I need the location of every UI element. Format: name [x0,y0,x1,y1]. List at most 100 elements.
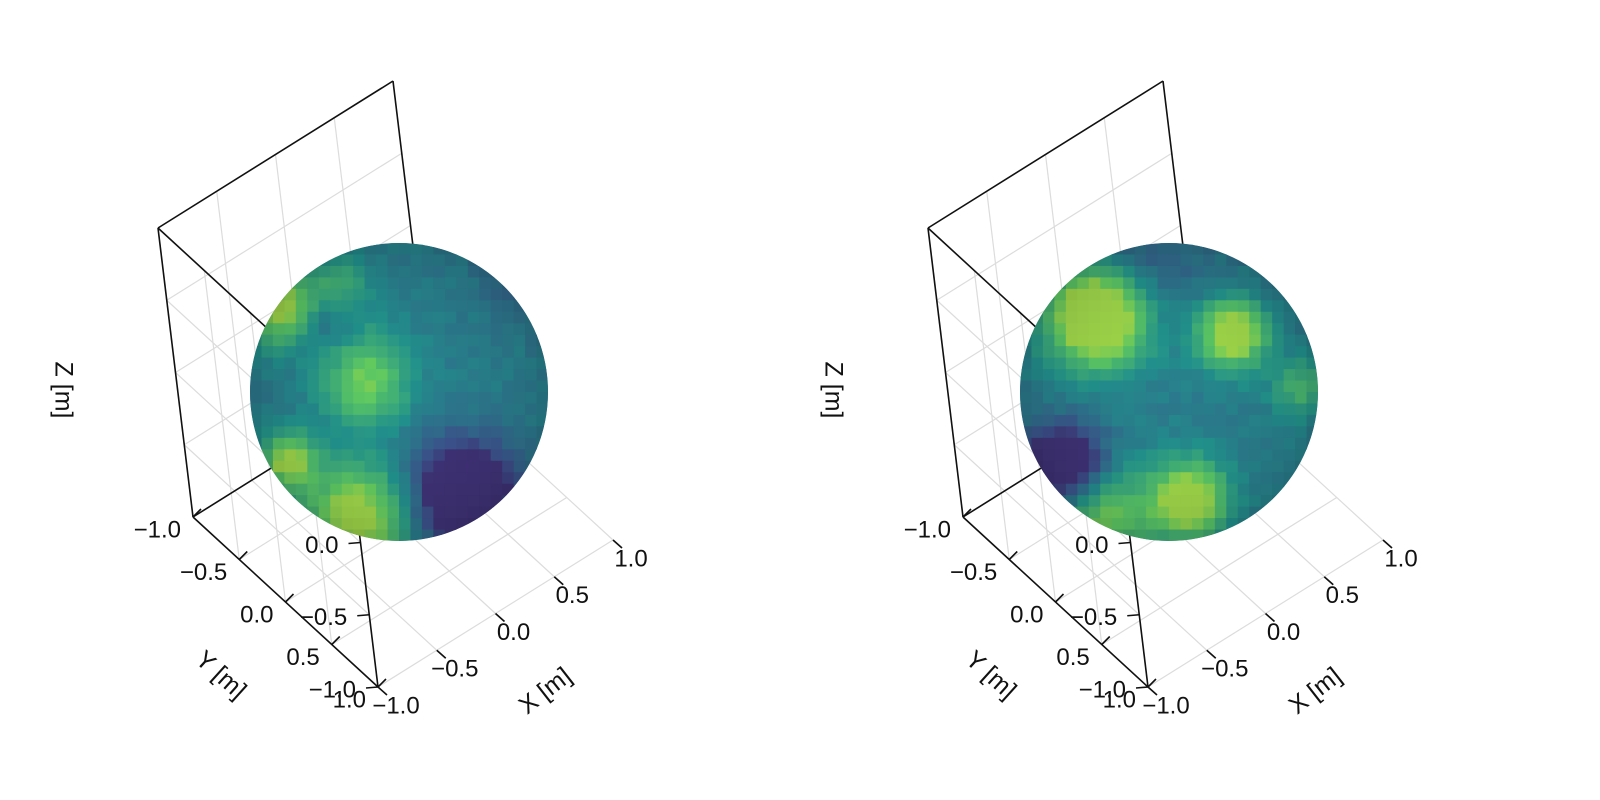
sphere-facet [1065,346,1078,359]
sphere-facet [1237,380,1250,393]
sphere-facet [1042,311,1055,324]
plot-panel-left[interactable]: −1.0−0.50.00.51.0−1.0−0.50.00.51.0−1.0−0… [49,80,648,720]
sphere-facet [399,426,412,439]
sphere-facet [1272,437,1285,450]
sphere-facet [399,518,412,531]
sphere-facet [456,506,469,519]
sphere-facet [1146,265,1159,278]
y-tick [284,593,295,603]
sphere-facet [1191,472,1204,485]
sphere-facet [387,518,400,531]
sphere-facet [318,518,331,531]
sphere-facet [1295,300,1308,313]
sphere-facet [1295,311,1308,324]
sphere-facet [1283,334,1296,347]
sphere-facet [307,426,320,439]
sphere-facet [421,483,434,496]
sphere-facet [1180,323,1193,336]
sphere-facet [467,472,480,485]
sphere-facet [1260,460,1273,473]
sphere-facet [1054,357,1067,370]
sphere-facet [284,449,297,462]
sphere-facet [1180,506,1193,519]
sphere-facet [1226,495,1239,508]
sphere-facet [330,472,343,485]
sphere-facet [1237,449,1250,462]
sphere-facet [330,380,343,393]
sphere-facet [1237,437,1250,450]
sphere-facet [1146,449,1159,462]
sphere-facet [1272,392,1285,405]
sphere-facet [1123,483,1136,496]
sphere-facet [1203,472,1216,485]
sphere-facet [502,495,515,508]
sphere-facet [353,472,366,485]
sphere-facet [410,243,423,256]
sphere-facet [376,529,389,541]
sphere-facet [1157,529,1170,541]
sphere-facet [1214,380,1227,393]
sphere-facet [364,472,377,485]
sphere-facet [525,449,538,462]
sphere-facet [479,437,492,450]
sphere-facet [1249,300,1262,313]
sphere-facet [1191,460,1204,473]
sphere-facet [250,346,263,359]
sphere-facet [1295,323,1308,336]
sphere-facet [1157,334,1170,347]
sphere-facet [1214,472,1227,485]
sphere-surface[interactable] [250,243,549,542]
sphere-facet [364,334,377,347]
sphere-facet [376,265,389,278]
sphere-facet [410,506,423,519]
sphere-facet [479,323,492,336]
sphere-facet [272,369,285,382]
sphere-facet [261,380,274,393]
sphere-facet [490,346,503,359]
sphere-facet [490,323,503,336]
sphere-facet [1180,437,1193,450]
sphere-facet [1249,392,1262,405]
sphere-facet [1214,277,1227,290]
sphere-facet [1123,472,1136,485]
sphere-facet [467,334,480,347]
sphere-facet [1203,277,1216,290]
sphere-facet [1088,311,1101,324]
sphere-facet [1077,437,1090,450]
sphere-facet [1065,495,1078,508]
sphere-facet [1123,369,1136,382]
sphere-facet [479,311,492,324]
sphere-facet [341,414,354,427]
sphere-facet [490,265,503,278]
sphere-facet [1169,403,1182,416]
sphere-facet [490,357,503,370]
sphere-facet [1111,414,1124,427]
sphere-facet [1088,426,1101,439]
sphere-facet [1272,346,1285,359]
sphere-facet [456,254,469,267]
sphere-facet [410,311,423,324]
sphere-facet [387,346,400,359]
sphere-facet [318,495,331,508]
plot-panel-right[interactable]: −1.0−0.50.00.51.0−1.0−0.50.00.51.0−1.0−0… [819,80,1418,720]
sphere-facet [1237,483,1250,496]
sphere-facet [1249,357,1262,370]
sphere-facet [421,265,434,278]
sphere-facet [307,392,320,405]
sphere-facet [376,483,389,496]
sphere-facet [1203,300,1216,313]
sphere-facet [250,403,263,416]
sphere-facet [364,369,377,382]
sphere-facet [364,483,377,496]
sphere-facet [295,277,308,290]
sphere-facet [330,449,343,462]
sphere-facet [1100,311,1113,324]
sphere-surface[interactable] [1020,243,1319,542]
sphere-facet [341,403,354,416]
sphere-facet [1042,380,1055,393]
sphere-facet [433,518,446,531]
sphere-facet [1214,300,1227,313]
sphere-facet [479,460,492,473]
sphere-facet [513,357,526,370]
sphere-facet [1191,265,1204,278]
